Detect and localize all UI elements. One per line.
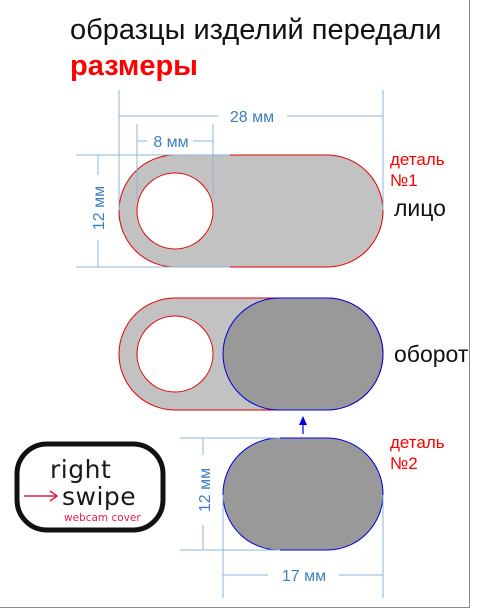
title-line-1: образцы изделий передали — [70, 14, 442, 46]
dimension-total-length-label: 28 мм — [230, 109, 274, 126]
title-line-2: размеры — [70, 50, 198, 82]
part1-label-line2: №1 — [390, 171, 418, 190]
assembled-hole — [136, 315, 214, 393]
logo-subtitle: webcam cover — [64, 512, 141, 524]
part1-front-shape — [118, 154, 384, 268]
part1-hole — [136, 172, 214, 250]
dimension-hole-offset-label: 8 мм — [153, 134, 188, 151]
dimension-front-height — [76, 154, 230, 268]
logo-word-right: right — [50, 455, 112, 484]
part2-label-line1: деталь — [390, 433, 445, 452]
dimension-slider-height — [180, 437, 280, 551]
arrow-up-icon — [299, 416, 307, 434]
dimension-slider-length-label: 17 мм — [282, 568, 326, 585]
dimension-slider-height-label: 12 мм — [197, 468, 214, 512]
part2-label-line2: №2 — [390, 454, 418, 473]
dimension-slider-length — [222, 495, 384, 598]
logo-frame — [14, 441, 166, 533]
dimension-total-length — [118, 90, 384, 210]
right-swipe-logo: right swipe webcam cover — [14, 441, 166, 533]
logo-word-swipe: swipe — [62, 482, 137, 511]
dimension-hole-offset — [136, 124, 214, 200]
part1-label: деталь №1 — [390, 149, 445, 191]
assembled-slider — [222, 297, 384, 411]
dimension-front-height-label: 12 мм — [91, 186, 108, 230]
front-side-label: лицо — [394, 195, 446, 221]
part2-label: деталь №2 — [390, 432, 445, 474]
back-side-label: оборот — [394, 341, 469, 367]
assembled-back-shape — [118, 297, 384, 411]
part2-slider-shape — [222, 437, 384, 551]
part1-label-line1: деталь — [390, 150, 445, 169]
